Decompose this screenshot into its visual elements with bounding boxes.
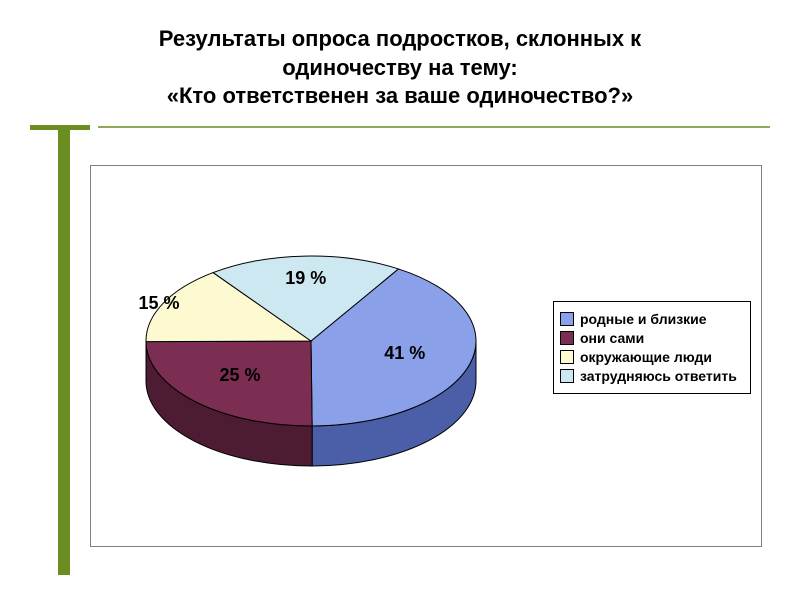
slice-value-label: 41 % bbox=[384, 343, 425, 364]
legend-item: они сами bbox=[560, 330, 744, 346]
legend-label: родные и близкие bbox=[580, 311, 707, 327]
chart-container: родные и близкие они сами окружающие люд… bbox=[90, 165, 762, 547]
pie-chart bbox=[111, 201, 531, 521]
legend-swatch bbox=[560, 331, 574, 345]
slice-value-label: 19 % bbox=[285, 268, 326, 289]
slice-value-label: 25 % bbox=[219, 365, 260, 386]
rule-right-segment bbox=[98, 126, 770, 128]
title-line-3: «Кто ответственен за ваше одиночество?» bbox=[40, 82, 760, 111]
legend-label: окружающие люди bbox=[580, 349, 712, 365]
legend-item: окружающие люди bbox=[560, 349, 744, 365]
legend: родные и близкие они сами окружающие люд… bbox=[553, 301, 751, 394]
title-line-2: одиночеству на тему: bbox=[40, 54, 760, 83]
legend-label: они сами bbox=[580, 330, 644, 346]
legend-swatch bbox=[560, 312, 574, 326]
legend-item: затрудняюсь ответить bbox=[560, 368, 744, 384]
title-underline bbox=[0, 121, 800, 130]
legend-item: родные и близкие bbox=[560, 311, 744, 327]
legend-swatch bbox=[560, 369, 574, 383]
legend-label: затрудняюсь ответить bbox=[580, 368, 737, 384]
title-line-1: Результаты опроса подростков, склонных к bbox=[40, 25, 760, 54]
slice-value-label: 15 % bbox=[139, 293, 180, 314]
chart-title: Результаты опроса подростков, склонных к… bbox=[0, 0, 800, 121]
vertical-accent-bar bbox=[58, 130, 70, 575]
legend-swatch bbox=[560, 350, 574, 364]
